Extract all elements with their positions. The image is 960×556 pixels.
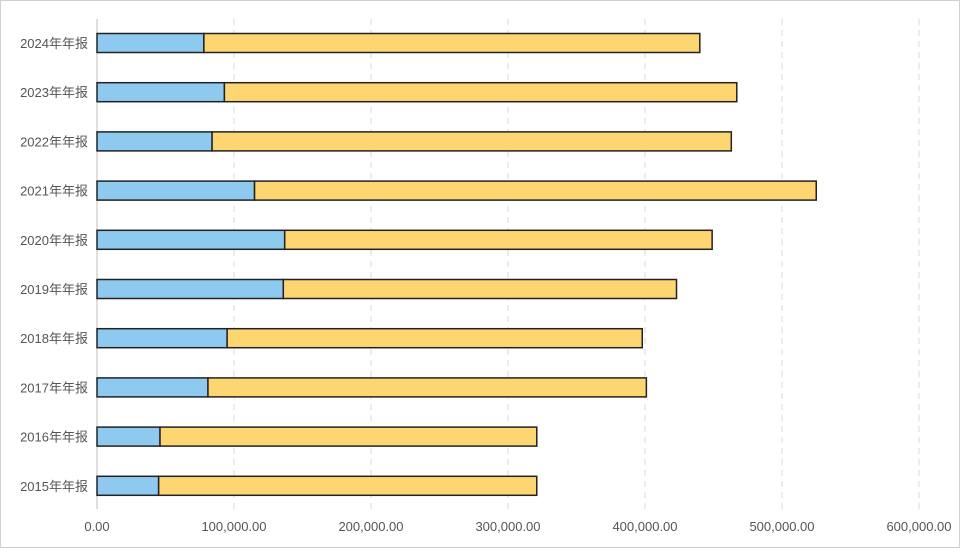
x-tick-labels: 0.00 100,000.00 200,000.00 300,000.00 400,00… <box>84 519 951 534</box>
bar-segment-series-2 <box>282 278 678 300</box>
bar-segment-series-1 <box>96 327 228 349</box>
category-label: 2024年年报 <box>20 36 88 51</box>
x-tick-label: 600,000.00 <box>886 519 951 534</box>
bar-segment-series-2 <box>283 229 713 251</box>
x-tick-label: 300,000.00 <box>475 519 540 534</box>
category-label: 2018年年报 <box>20 331 88 346</box>
category-label: 2022年年报 <box>20 134 88 149</box>
bar-segment-series-2 <box>223 81 738 103</box>
category-label: 2020年年报 <box>20 233 88 248</box>
x-tick-label: 200,000.00 <box>338 519 403 534</box>
bar-segment-series-1 <box>96 131 213 152</box>
bar-segment-series-1 <box>96 475 160 497</box>
bar-segment-series-2 <box>203 32 701 54</box>
bar-segment-series-1 <box>96 377 209 398</box>
bar-segment-series-2 <box>253 180 818 201</box>
bar-segment-series-1 <box>96 426 161 447</box>
bar-segment-series-2 <box>157 475 538 497</box>
category-label: 2021年年报 <box>20 184 88 199</box>
x-tick-label: 500,000.00 <box>749 519 814 534</box>
bars <box>96 32 818 497</box>
category-label: 2015年年报 <box>20 479 88 494</box>
bar-chart: 2024年年报 2023年年报 2022年年报 2021年年报 2020年年报 2019年… <box>20 19 952 534</box>
category-label: 2019年年报 <box>20 282 88 297</box>
x-tick-label: 0.00 <box>84 519 109 534</box>
bar-segment-series-1 <box>96 180 256 201</box>
bar-segment-series-2 <box>159 426 538 447</box>
x-tick-label: 400,000.00 <box>612 519 677 534</box>
bar-segment-series-1 <box>96 32 205 54</box>
bar-segment-series-1 <box>96 229 286 251</box>
category-labels: 2024年年报 2023年年报 2022年年报 2021年年报 2020年年报 2019年… <box>20 36 88 494</box>
bar-segment-series-2 <box>211 131 733 152</box>
bar-segment-series-2 <box>207 377 648 398</box>
category-label: 2017年年报 <box>20 380 88 395</box>
bar-segment-series-1 <box>96 278 285 300</box>
x-tick-label: 100,000.00 <box>201 519 266 534</box>
bar-segment-series-2 <box>226 327 644 349</box>
category-label: 2016年年报 <box>20 430 88 445</box>
category-label: 2023年年报 <box>20 85 88 100</box>
bar-segment-series-1 <box>96 81 226 103</box>
